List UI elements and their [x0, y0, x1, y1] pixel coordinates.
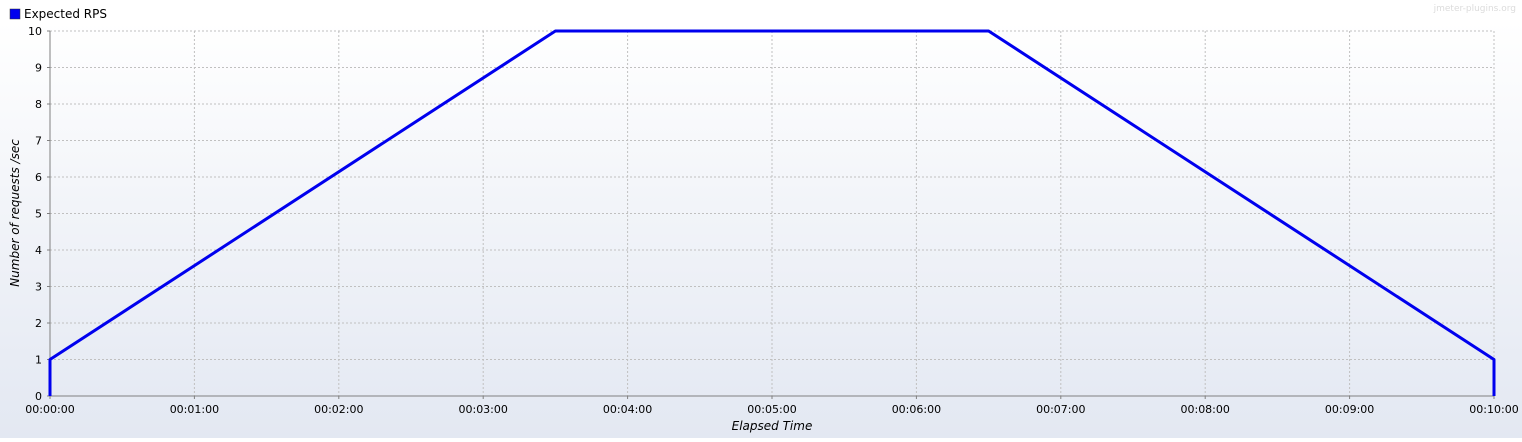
x-tick-label: 00:01:00: [170, 403, 219, 416]
y-tick-label: 9: [35, 62, 42, 75]
y-tick-label: 7: [35, 135, 42, 148]
x-tick-label: 00:03:00: [458, 403, 507, 416]
x-tick-label: 00:07:00: [1036, 403, 1085, 416]
series-layer: [48, 29, 1496, 396]
y-tick-label: 6: [35, 171, 42, 184]
x-tick-label: 00:09:00: [1325, 403, 1374, 416]
y-tick-label: 8: [35, 98, 42, 111]
x-tick-label: 00:10:00: [1469, 403, 1518, 416]
x-tick-label: 00:04:00: [603, 403, 652, 416]
y-tick-label: 2: [35, 317, 42, 330]
grid: [50, 30, 1495, 396]
x-axis-label: Elapsed Time: [732, 419, 813, 433]
axes: 0 1 2 3 4 5 6 7 8 9 10 00:00:00 00:01:00 00:02:00 00:0…: [25, 25, 1518, 416]
y-tick-label: 4: [35, 244, 42, 257]
y-tick-label: 0: [35, 390, 42, 403]
x-tick-label: 00:06:00: [892, 403, 941, 416]
y-tick-label: 3: [35, 281, 42, 294]
y-tick-label: 10: [28, 25, 42, 38]
y-tick-label: 1: [35, 354, 42, 367]
x-tick-label: 00:08:00: [1180, 403, 1229, 416]
legend-label: Expected RPS: [24, 7, 107, 21]
x-tick-label: 00:02:00: [314, 403, 363, 416]
x-tick-label: 00:05:00: [747, 403, 796, 416]
legend-swatch: [9, 8, 21, 20]
watermark: jmeter-plugins.org: [1433, 4, 1516, 14]
series-line-expected-rps: [48, 29, 1496, 396]
y-axis-label: Number of requests /sec: [8, 139, 22, 287]
legend: Expected RPS: [9, 7, 107, 21]
y-tick-label: 5: [35, 208, 42, 221]
x-tick-label: 00:00:00: [25, 403, 74, 416]
